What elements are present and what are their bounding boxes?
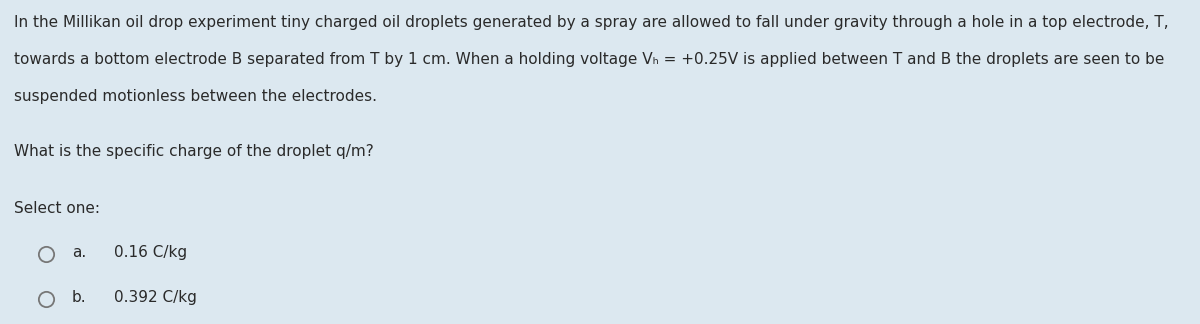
Text: b.: b.: [72, 290, 86, 305]
Text: suspended motionless between the electrodes.: suspended motionless between the electro…: [14, 89, 377, 104]
Text: In the Millikan oil drop experiment tiny charged oil droplets generated by a spr: In the Millikan oil drop experiment tiny…: [14, 15, 1169, 29]
Text: 0.392 C/kg: 0.392 C/kg: [114, 290, 197, 305]
Text: What is the specific charge of the droplet q/m?: What is the specific charge of the dropl…: [14, 144, 374, 159]
Text: 0.16 C/kg: 0.16 C/kg: [114, 245, 187, 260]
Text: towards a bottom electrode B separated from T by 1 cm. When a holding voltage Vₕ: towards a bottom electrode B separated f…: [14, 52, 1165, 67]
Text: a.: a.: [72, 245, 86, 260]
Text: Select one:: Select one:: [14, 201, 101, 216]
